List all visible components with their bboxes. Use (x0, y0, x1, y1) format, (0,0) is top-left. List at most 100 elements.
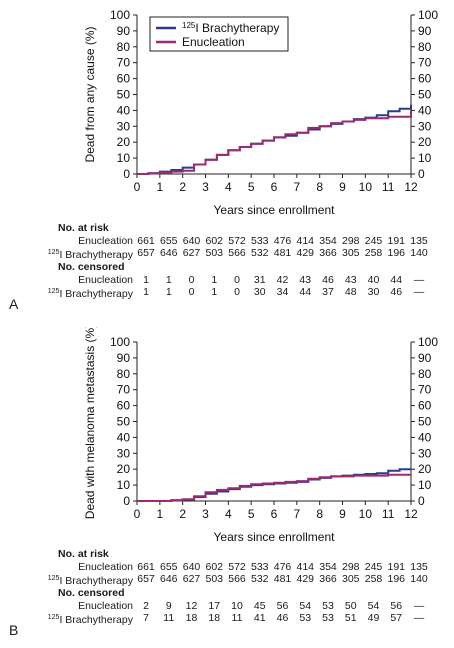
y-tick-label-right: 40 (418, 103, 432, 117)
at_risk-cell: 661 (137, 560, 155, 573)
at_risk-cell: 298 (341, 560, 360, 573)
censored-cell: 50 (344, 599, 357, 612)
x-tick-label: 8 (316, 180, 323, 194)
at_risk-cell: 481 (273, 573, 292, 585)
censored-cell: 1 (211, 273, 218, 286)
at-risk-header: No. at risk (58, 548, 109, 560)
y-tick-label-left: 40 (117, 103, 131, 117)
y-tick-label-left: 70 (117, 383, 131, 397)
censored-cell: 43 (299, 273, 312, 286)
x-tick-label: 1 (156, 180, 163, 194)
censored-cell: 53 (322, 612, 334, 624)
y-tick-label-left: 10 (117, 478, 131, 492)
censored-cell: 56 (390, 599, 403, 612)
censored-cell: 54 (299, 599, 312, 612)
y-tick-label-left: 70 (117, 56, 131, 70)
censored-cell: 43 (344, 273, 357, 286)
legend-label-superscript: 125 (182, 21, 196, 30)
at_risk-cell: 572 (228, 234, 246, 247)
y-tick-label-right: 10 (418, 478, 432, 492)
at_risk-cell: 627 (182, 247, 201, 259)
censored-cell: 41 (253, 612, 266, 624)
at_risk-cell: 640 (182, 560, 201, 573)
censored-cell: 57 (390, 612, 403, 624)
y-tick-label-left: 60 (117, 72, 131, 86)
x-tick-label: 6 (271, 507, 278, 521)
censored-cell: 48 (344, 286, 357, 298)
x-tick-label: 0 (134, 180, 141, 194)
x-tick-label: 5 (248, 507, 255, 521)
y-tick-label-left: 10 (117, 151, 131, 165)
at_risk-cell: 245 (364, 560, 383, 573)
censored-cell: 1 (143, 286, 149, 298)
censored-cell: 7 (143, 612, 149, 624)
y-tick-label-left: 20 (117, 462, 131, 476)
censored-cell: 1 (143, 273, 149, 286)
censored-row-label: Enucleation (78, 274, 133, 286)
y-tick-label-left: 40 (117, 430, 131, 444)
censored-cell: 12 (185, 599, 198, 612)
at_risk-row-label: Enucleation (78, 561, 133, 573)
at_risk-cell: 476 (273, 234, 292, 247)
at_risk-cell: 305 (341, 573, 360, 585)
censored-cell: 31 (253, 273, 266, 286)
y-tick-label-right: 80 (418, 40, 432, 54)
censored-cell: 40 (367, 273, 380, 286)
row-label-text: I Brachytherapy (59, 614, 133, 626)
x-tick-label: 2 (179, 507, 186, 521)
risk-table-b: No. at risk No. censored Enucleation 661 655… (0, 548, 454, 648)
censored-cell: 46 (276, 612, 289, 624)
censored-cell: 56 (276, 599, 289, 612)
legend-label-name: Brachytherapy (202, 21, 279, 35)
y-tick-label-right: 60 (418, 72, 432, 86)
x-tick-label: 11 (382, 507, 395, 521)
y-tick-label-left: 0 (123, 494, 130, 508)
y-tick-label-left: 30 (117, 119, 131, 133)
at_risk-cell: 532 (250, 247, 269, 259)
censored-cell: 1 (211, 286, 218, 298)
at_risk-cell: 566 (228, 573, 246, 585)
censored-cell: 30 (367, 286, 380, 298)
x-tick-label: 9 (339, 180, 346, 194)
at_risk-cell: 533 (250, 560, 269, 573)
censored-header: No. censored (58, 586, 125, 599)
at_risk-cell: 258 (364, 247, 383, 259)
censored-cell: 2 (143, 599, 149, 612)
x-tick-label: 1 (156, 507, 163, 521)
censored-cell: 44 (299, 286, 312, 298)
y-tick-label-right: 70 (418, 383, 432, 397)
row-label-text: Enucleation (78, 599, 133, 612)
y-tick-label-right: 50 (418, 88, 432, 102)
y-tick-label-left: 80 (117, 40, 131, 54)
at_risk-row-label: Enucleation (78, 235, 133, 247)
x-tick-label: 5 (248, 180, 255, 194)
at_risk-cell: 533 (250, 234, 269, 247)
at_risk-cell: 258 (364, 573, 383, 585)
censored-cell: 53 (322, 599, 334, 612)
legend-box (149, 16, 289, 52)
censored-cell: 9 (165, 599, 172, 612)
x-tick-label: 12 (404, 180, 418, 194)
y-tick-label-right: 90 (418, 351, 432, 365)
y-tick-label-right: 30 (418, 119, 432, 133)
y-tick-label-right: 80 (418, 367, 432, 381)
y-tick-label-left: 30 (117, 446, 131, 460)
censored-header: No. censored (58, 260, 125, 273)
y-tick-label-right: 60 (418, 399, 432, 413)
y-tick-label-right: 30 (418, 446, 432, 460)
y-axis-label: Dead with melanoma metastasis (%) (83, 327, 97, 519)
at_risk-cell: 657 (137, 247, 155, 259)
row-label-superscript: 125 (47, 614, 60, 621)
y-tick-label-right: 10 (418, 151, 432, 165)
y-tick-label-right: 40 (418, 430, 432, 444)
censored-cell: 30 (253, 286, 266, 298)
at_risk-cell: 646 (159, 247, 178, 259)
row-label-text: Enucleation (78, 560, 133, 573)
censored-cell: 34 (276, 286, 289, 298)
at_risk-cell: 566 (228, 247, 246, 259)
at_risk-cell: 414 (296, 560, 315, 573)
at_risk-row-label: 125I Brachytherapy (48, 573, 133, 587)
censored-cell: 18 (208, 612, 221, 624)
at_risk-cell: 661 (137, 234, 155, 247)
x-tick-label: 0 (134, 507, 141, 521)
